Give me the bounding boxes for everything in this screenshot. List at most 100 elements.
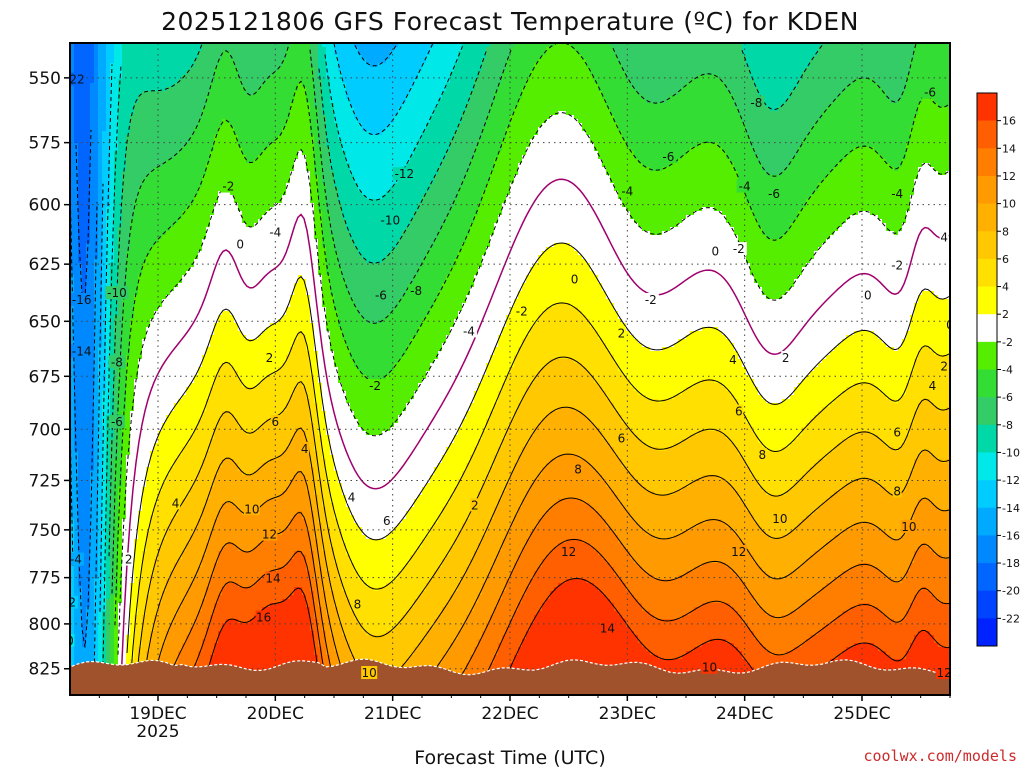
band-cell: [910, 315, 915, 372]
band-cell: [550, 411, 555, 460]
contour-label: -2: [369, 379, 381, 393]
band-cell: [246, 339, 251, 388]
band-cell: [930, 291, 935, 352]
contour-label: 2: [266, 351, 274, 365]
band-cell: [286, 403, 291, 448]
band-cell: [810, 467, 815, 516]
band-cell: [154, 243, 159, 312]
band-cell: [666, 399, 671, 448]
band-cell: [414, 211, 419, 276]
colorbar-label: -22: [1002, 612, 1020, 625]
band-cell: [194, 375, 199, 428]
band-cell: [242, 387, 247, 432]
band-cell: [746, 203, 751, 264]
band-cell: [890, 43, 895, 104]
contour-label-bg: [108, 355, 125, 369]
band-cell: [302, 279, 307, 336]
band-cell: [766, 615, 771, 652]
band-cell: [754, 219, 759, 284]
band-cell: [562, 583, 567, 695]
band-cell: [814, 551, 819, 596]
band-cell: [254, 547, 259, 584]
band-cell: [526, 443, 531, 492]
band-cell: [574, 307, 579, 364]
band-cell: [810, 127, 815, 196]
band-cell: [714, 211, 719, 328]
band-cell: [222, 547, 227, 588]
band-cell: [278, 415, 283, 456]
band-cell: [914, 459, 919, 508]
band-cell: [810, 635, 815, 676]
band-cell: [278, 43, 283, 68]
band-cell: [578, 363, 583, 412]
band-cell: [910, 563, 915, 604]
band-cell: [234, 371, 239, 420]
band-cell: [202, 239, 207, 356]
band-cell: [658, 235, 663, 352]
contour-label: -4: [269, 226, 281, 240]
band-cell: [690, 571, 695, 612]
band-cell: [146, 255, 151, 328]
band-cell: [170, 467, 175, 520]
band-cell: [278, 203, 283, 320]
band-cell: [146, 175, 151, 256]
contour-label-bg: [889, 258, 906, 272]
band-cell: [370, 199, 375, 264]
contour-label: 12: [262, 528, 277, 542]
band-cell: [622, 619, 627, 695]
band-cell: [898, 623, 903, 660]
band-cell: [198, 187, 203, 252]
band-cell: [826, 355, 831, 408]
band-cell: [634, 391, 639, 436]
band-cell: [682, 219, 687, 340]
band-cell: [858, 603, 863, 644]
band-cell: [270, 499, 275, 536]
contour-label-bg: [352, 597, 362, 611]
band-cell: [138, 95, 143, 188]
band-cell: [442, 43, 447, 92]
band-cell: [150, 43, 155, 92]
band-cell: [394, 307, 399, 364]
band-cell: [462, 419, 467, 472]
contour-label: 2: [125, 553, 133, 567]
band-cell: [594, 83, 599, 152]
band-cell: [622, 507, 627, 548]
band-cell: [206, 627, 211, 668]
band-cell: [874, 387, 879, 436]
band-cell: [810, 43, 815, 60]
band-cell: [226, 411, 231, 460]
band-cell: [902, 619, 907, 660]
band-cell: [782, 295, 787, 400]
band-cell: [562, 303, 567, 360]
band-cell: [158, 491, 163, 548]
band-cell: [490, 411, 495, 468]
band-cell: [362, 375, 367, 432]
band-cell: [466, 103, 471, 172]
band-cell: [178, 399, 183, 456]
band-cell: [322, 411, 327, 460]
band-cell: [246, 227, 251, 340]
band-cell: [914, 411, 919, 460]
band-cell: [322, 591, 327, 632]
band-cell: [438, 515, 443, 568]
band-cell: [530, 327, 535, 384]
band-cell: [90, 43, 95, 84]
band-cell: [714, 383, 719, 432]
band-cell: [498, 599, 503, 644]
band-cell: [362, 259, 367, 320]
band-cell: [154, 503, 159, 560]
band-cell: [802, 519, 807, 564]
band-cell: [198, 419, 203, 472]
band-cell: [318, 211, 323, 276]
band-cell: [366, 587, 371, 636]
band-cell: [666, 495, 671, 540]
band-cell: [94, 43, 99, 260]
contour-label-bg: [936, 666, 950, 680]
band-cell: [562, 243, 567, 304]
band-cell: [370, 635, 375, 684]
band-cell: [522, 395, 527, 448]
contour-label: -6: [375, 288, 387, 302]
band-cell: [570, 115, 575, 248]
band-cell: [190, 435, 195, 488]
band-cell: [342, 543, 347, 592]
